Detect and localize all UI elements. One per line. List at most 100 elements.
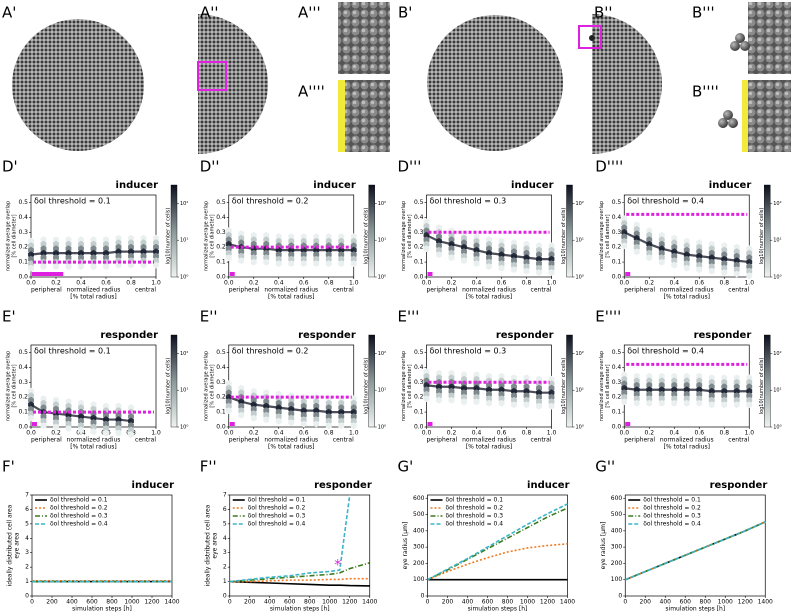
colorbar-tick-label: 10² bbox=[576, 201, 584, 207]
x-axis-label: simulation steps [h] bbox=[468, 606, 528, 613]
x-tick-label: 1.0 bbox=[744, 430, 754, 437]
hexbin-cell bbox=[733, 252, 740, 260]
y-tick-label: 600 bbox=[413, 495, 425, 502]
colorbar bbox=[566, 184, 573, 278]
hexbin-cell bbox=[300, 233, 307, 241]
hexbin-cell bbox=[103, 420, 109, 428]
y-tick-label: 0.4 bbox=[612, 364, 622, 371]
hexbin-cell bbox=[338, 255, 345, 263]
hexbin-cell bbox=[621, 380, 628, 388]
hexbin-cell bbox=[486, 390, 492, 398]
x-tick-label: 1400 bbox=[362, 599, 377, 606]
hexbin-cell bbox=[325, 399, 332, 407]
hexbin-cell bbox=[65, 398, 72, 405]
threshold-annotation: δol threshold = 0.4 bbox=[627, 197, 704, 206]
y-tick-label: 2 bbox=[25, 564, 29, 571]
hexbin-cell bbox=[313, 420, 320, 428]
x-axis-note: [% total radius] bbox=[268, 444, 314, 451]
x-tick-label: 0.8 bbox=[719, 430, 729, 437]
hexbin-cell bbox=[721, 260, 728, 268]
hexbin-cell bbox=[140, 252, 147, 260]
hexbin-cell bbox=[325, 233, 332, 241]
x-tick-label: 1000 bbox=[322, 599, 337, 606]
x-tick-label: 800 bbox=[700, 599, 712, 606]
zoom-image bbox=[748, 80, 791, 152]
hexbin-cell bbox=[633, 381, 640, 389]
y-tick-label: 6 bbox=[25, 506, 29, 513]
hexbin-cell bbox=[683, 264, 690, 272]
hexbin-cell bbox=[140, 239, 147, 247]
x-tick-label: 400 bbox=[66, 599, 78, 606]
x-edge-label: peripheral bbox=[31, 437, 62, 444]
boundary-strip bbox=[338, 80, 345, 152]
hexbin-cell bbox=[40, 254, 47, 262]
hexbin-cell bbox=[40, 236, 47, 244]
hexbin-cell bbox=[646, 231, 653, 239]
colorbar bbox=[368, 184, 375, 278]
hexbin-cell bbox=[28, 264, 34, 272]
hexbin-cell bbox=[65, 236, 72, 244]
cell bbox=[735, 33, 745, 43]
colorbar-label: log10(number of cells) bbox=[759, 358, 765, 415]
hexbin-cell bbox=[646, 254, 653, 262]
x-tick-label: 0.6 bbox=[497, 430, 507, 437]
hexbin-cell bbox=[658, 395, 665, 403]
y-tick-label: 0.1 bbox=[414, 409, 424, 416]
hexbin-cell bbox=[225, 245, 232, 253]
hexbin-cell bbox=[683, 395, 690, 403]
hexbin-cell bbox=[733, 243, 740, 251]
x-axis-note: [% total radius] bbox=[466, 294, 512, 301]
hexbin-cell bbox=[53, 236, 59, 244]
density-ridge bbox=[623, 231, 750, 264]
y-tick-label: 0.0 bbox=[18, 274, 28, 281]
hexbin-cell bbox=[536, 402, 542, 410]
hexbin-cell bbox=[646, 381, 653, 389]
hexbin-cell bbox=[153, 261, 159, 269]
hexbin-cell bbox=[250, 249, 257, 257]
hexbin-cell bbox=[263, 411, 270, 419]
x-edge-label: peripheral bbox=[229, 287, 260, 294]
hexbin-cell bbox=[536, 393, 542, 401]
y-axis-label: normalized average overlap bbox=[6, 351, 12, 421]
hexbin-cell bbox=[53, 414, 59, 422]
hexbin-cell bbox=[250, 254, 257, 262]
hexbin-cell bbox=[461, 252, 467, 260]
hexbin-cell bbox=[633, 377, 640, 385]
x-tick-label: 0.0 bbox=[619, 430, 629, 437]
hexbin-cell bbox=[350, 413, 357, 420]
hexbin-cell bbox=[671, 372, 678, 380]
hexbin-cell bbox=[683, 372, 690, 380]
hexbin-cell bbox=[511, 261, 517, 269]
plot-frame bbox=[229, 494, 371, 597]
hexbin-cell bbox=[263, 254, 270, 262]
x-tick-label: 800 bbox=[502, 599, 514, 606]
panel-label: B' bbox=[398, 4, 412, 22]
hexbin-cell bbox=[90, 423, 97, 431]
y-tick-label: 0.2 bbox=[216, 394, 226, 401]
y-tick-label: 0.4 bbox=[18, 364, 28, 371]
hexbin-cell bbox=[746, 272, 753, 279]
x-tick-label: 200 bbox=[244, 599, 256, 606]
hexbin-cell bbox=[53, 419, 59, 426]
hexbin-cell bbox=[140, 243, 147, 251]
hexbin-cell bbox=[300, 420, 307, 428]
hexbin-cell bbox=[65, 245, 72, 253]
zoom-image bbox=[338, 80, 390, 152]
hexbin-cell bbox=[350, 242, 357, 250]
series-line bbox=[229, 580, 370, 587]
hexbin-cell bbox=[288, 251, 295, 259]
hexbin-cell bbox=[473, 371, 480, 379]
hexbin-cell bbox=[53, 263, 59, 271]
x-tick-label: 1400 bbox=[560, 599, 575, 606]
x-edge-label: peripheral bbox=[31, 287, 62, 294]
hexbin-cell bbox=[523, 258, 530, 266]
y-tick-label: 200 bbox=[413, 560, 425, 567]
hexbin-cell bbox=[65, 416, 72, 423]
legend-label: δol threshold = 0.4 bbox=[248, 521, 306, 528]
x-tick-label: 0 bbox=[228, 599, 232, 606]
hexbin-cell bbox=[238, 239, 245, 247]
zoom-box bbox=[578, 25, 602, 49]
cell bbox=[730, 41, 740, 51]
cell bbox=[723, 110, 733, 120]
density-ridge bbox=[426, 234, 552, 261]
